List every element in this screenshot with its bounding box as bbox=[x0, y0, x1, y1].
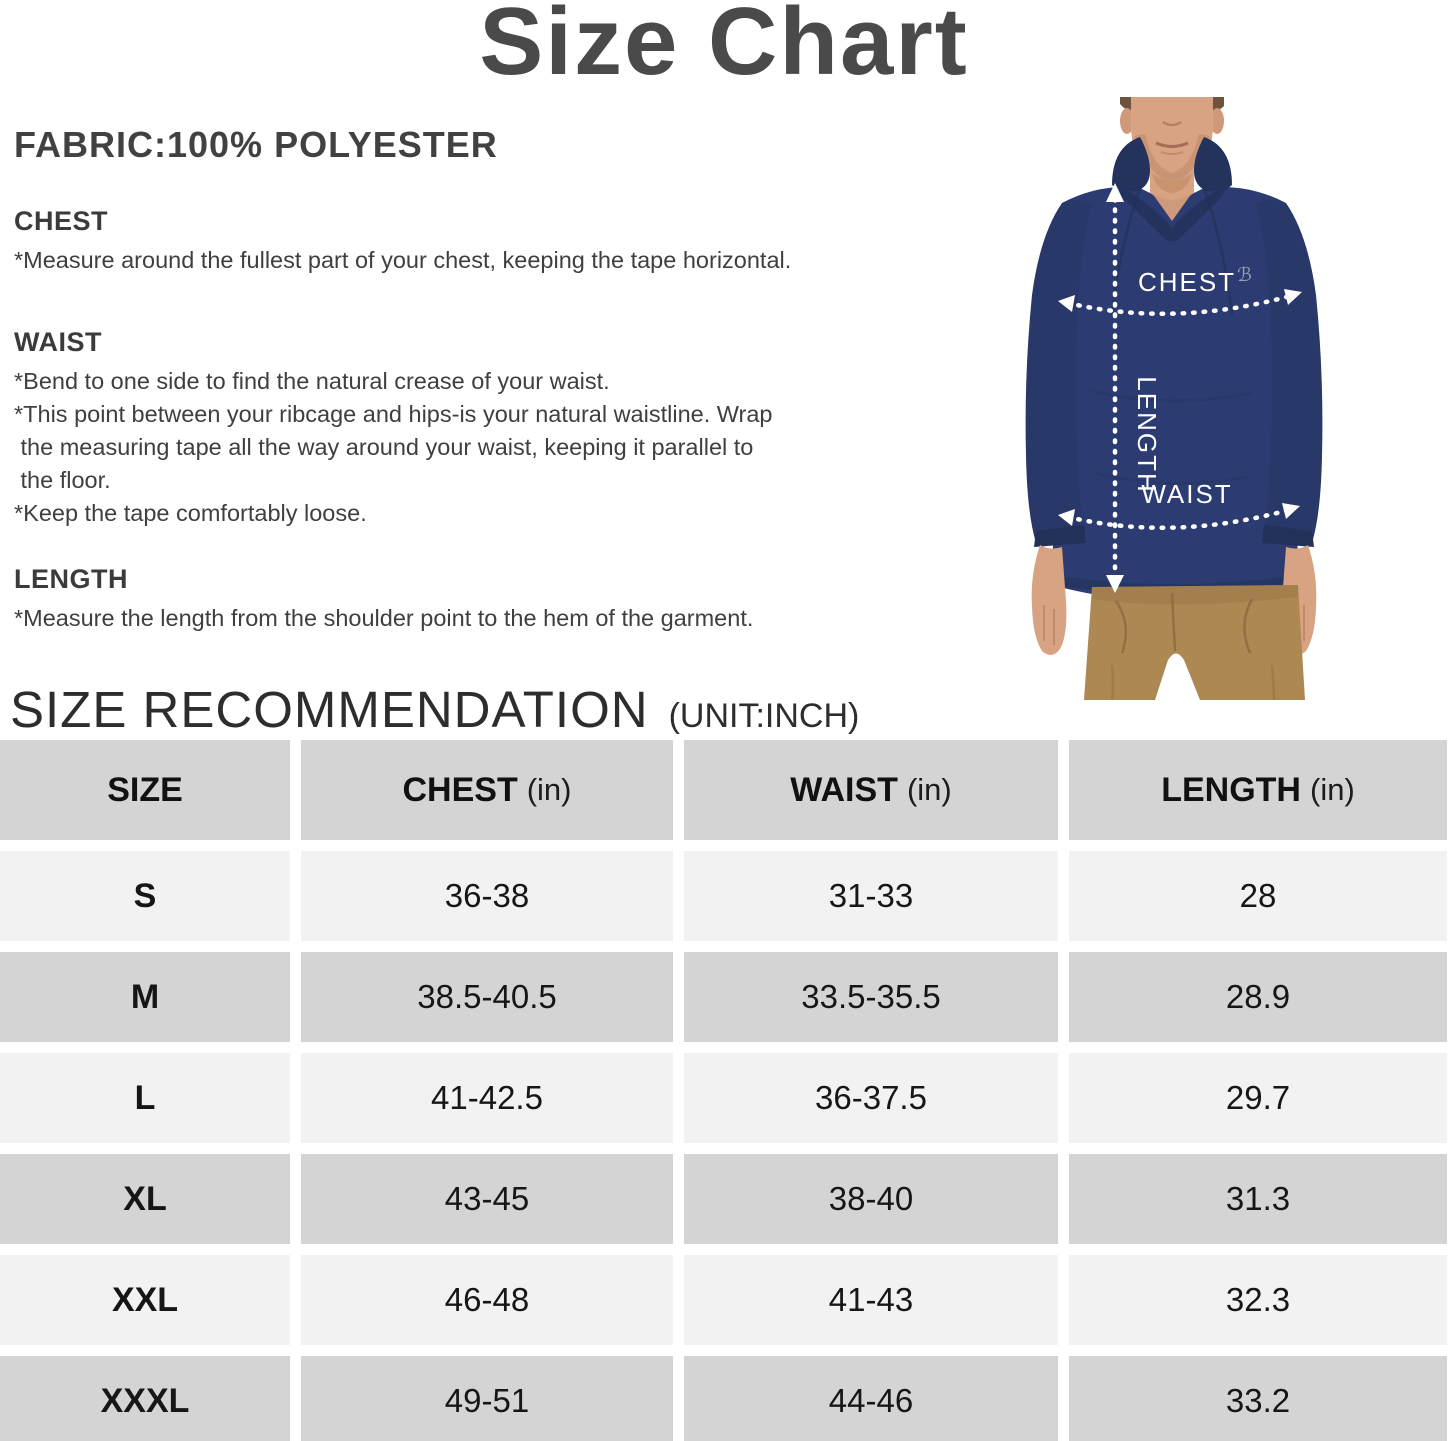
table-cell-size: XXL bbox=[0, 1255, 290, 1345]
table-cell-chest: 41-42.5 bbox=[301, 1053, 673, 1143]
table-cell-chest: 46-48 bbox=[301, 1255, 673, 1345]
waist-instruction-section: WAIST *Bend to one side to find the natu… bbox=[14, 327, 1014, 530]
table-cell-chest: 43-45 bbox=[301, 1154, 673, 1244]
table-cell-chest: 49-51 bbox=[301, 1356, 673, 1441]
table-cell-waist: 31-33 bbox=[684, 851, 1058, 941]
measurement-labels: CHEST WAIST LENGTH bbox=[1132, 267, 1236, 509]
arrow-left-icon bbox=[1058, 509, 1075, 526]
col-header-chest: CHEST (in) bbox=[301, 740, 673, 840]
measurement-arrowheads bbox=[1058, 183, 1302, 593]
arrow-right-icon bbox=[1284, 289, 1302, 305]
instruction-line: *Bend to one side to find the natural cr… bbox=[14, 368, 610, 394]
table-cell-chest: 36-38 bbox=[301, 851, 673, 941]
table-cell-size: L bbox=[0, 1053, 290, 1143]
chest-instruction-section: CHEST *Measure around the fullest part o… bbox=[14, 206, 1014, 277]
model-photo: ℬ bbox=[1000, 85, 1448, 700]
instruction-line: *Measure the length from the shoulder po… bbox=[14, 605, 754, 631]
instruction-line: *This point between your ribcage and hip… bbox=[14, 401, 773, 427]
page-title: Size Chart bbox=[479, 0, 969, 95]
table-cell-waist: 41-43 bbox=[684, 1255, 1058, 1345]
model-pants bbox=[1084, 585, 1305, 700]
measurement-annotations bbox=[1065, 196, 1297, 580]
size-recommendation-title: SIZE RECOMMENDATION bbox=[10, 681, 649, 738]
table-cell-waist: 44-46 bbox=[684, 1356, 1058, 1441]
col-header-label: LENGTH bbox=[1161, 770, 1301, 809]
table-cell-chest: 38.5-40.5 bbox=[301, 952, 673, 1042]
size-recommendation-heading: SIZE RECOMMENDATION (UNIT:INCH) bbox=[10, 680, 859, 739]
arrow-up-icon bbox=[1106, 183, 1124, 202]
length-instruction-section: LENGTH *Measure the length from the shou… bbox=[14, 564, 1014, 635]
waist-heading: WAIST bbox=[14, 327, 102, 357]
table-cell-length: 32.3 bbox=[1069, 1255, 1447, 1345]
model-hands bbox=[1031, 545, 1317, 656]
chest-measure-line bbox=[1065, 292, 1297, 317]
table-cell-size: XXXL bbox=[0, 1356, 290, 1441]
table-cell-waist: 36-37.5 bbox=[684, 1053, 1058, 1143]
instruction-line: the floor. bbox=[14, 467, 111, 493]
table-cell-length: 33.2 bbox=[1069, 1356, 1447, 1441]
chest-heading: CHEST bbox=[14, 206, 109, 236]
arrow-left-icon bbox=[1058, 295, 1075, 312]
chest-measure-label: CHEST bbox=[1138, 267, 1236, 297]
length-heading: LENGTH bbox=[14, 564, 128, 594]
instruction-line: *Measure around the fullest part of your… bbox=[14, 247, 792, 273]
col-header-label: WAIST bbox=[790, 770, 898, 809]
col-header-unit: (in) bbox=[526, 772, 572, 807]
measure-instructions: CHEST *Measure around the fullest part o… bbox=[14, 206, 1014, 635]
fabric-note: FABRIC:100% POLYESTER bbox=[14, 124, 498, 165]
length-measure-label: LENGTH bbox=[1132, 376, 1162, 493]
model-hoodie: ℬ bbox=[1025, 137, 1323, 601]
table-cell-waist: 38-40 bbox=[684, 1154, 1058, 1244]
unit-note: (UNIT:INCH) bbox=[668, 697, 860, 735]
waist-measure-label: WAIST bbox=[1141, 479, 1232, 509]
model-illustration: ℬ bbox=[1025, 97, 1323, 700]
col-header-waist: WAIST (in) bbox=[684, 740, 1058, 840]
table-cell-size: M bbox=[0, 952, 290, 1042]
instruction-line: *Keep the tape comfortably loose. bbox=[14, 500, 367, 526]
table-cell-size: S bbox=[0, 851, 290, 941]
instruction-line: the measuring tape all the way around yo… bbox=[14, 434, 754, 460]
table-cell-length: 28.9 bbox=[1069, 952, 1447, 1042]
brand-logo-icon: ℬ bbox=[1237, 265, 1252, 286]
table-cell-length: 28 bbox=[1069, 851, 1447, 941]
table-cell-size: XL bbox=[0, 1154, 290, 1244]
col-header-unit: (in) bbox=[906, 772, 952, 807]
size-table: SIZE CHEST (in) WAIST (in) LENGTH (in) S… bbox=[0, 740, 1448, 1441]
col-header-unit: (in) bbox=[1310, 772, 1355, 807]
table-cell-length: 31.3 bbox=[1069, 1154, 1447, 1244]
col-header-label: CHEST bbox=[402, 770, 518, 809]
table-cell-waist: 33.5-35.5 bbox=[684, 952, 1058, 1042]
col-header-label: SIZE bbox=[107, 770, 183, 809]
col-header-size: SIZE bbox=[0, 740, 290, 840]
arrow-down-icon bbox=[1106, 575, 1124, 593]
arrow-right-icon bbox=[1282, 503, 1300, 519]
col-header-length: LENGTH (in) bbox=[1069, 740, 1447, 840]
table-cell-length: 29.7 bbox=[1069, 1053, 1447, 1143]
